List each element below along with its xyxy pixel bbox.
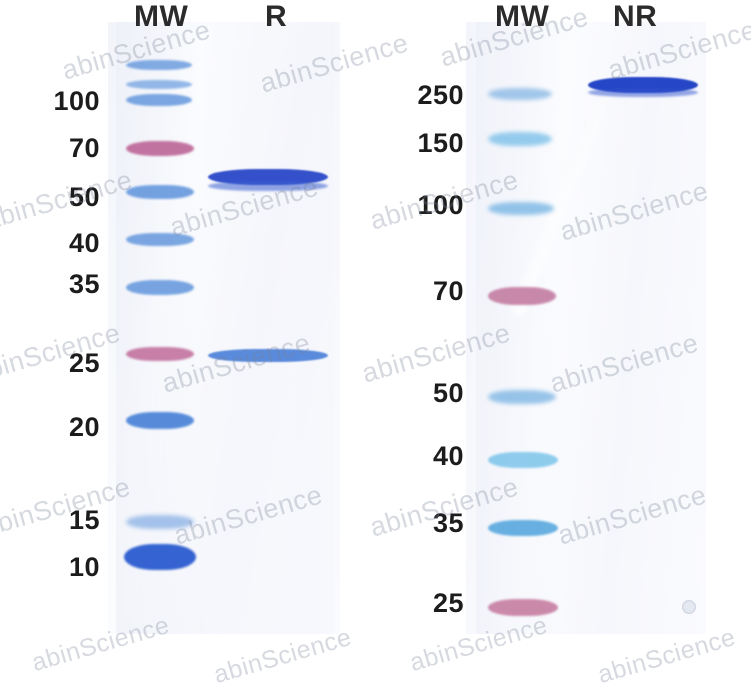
sample-band-heavy-chain-tail xyxy=(208,181,328,191)
ladder-band xyxy=(126,412,194,429)
ladder-band xyxy=(126,80,192,89)
ladder-lane-shading-right xyxy=(476,22,564,634)
ladder-band xyxy=(488,452,558,468)
ladder-band xyxy=(126,94,192,106)
mw-label-50: 50 xyxy=(68,182,100,212)
ladder-band xyxy=(124,544,196,570)
sample-band-light-chain xyxy=(208,349,328,362)
mw-label-40-right: 40 xyxy=(432,441,464,471)
mw-label-40: 40 xyxy=(68,228,100,258)
ladder-band xyxy=(126,280,194,295)
ladder-band xyxy=(126,60,192,70)
mw-label-35-right: 35 xyxy=(432,508,464,538)
ladder-band xyxy=(126,347,194,361)
mw-label-100-right: 100 xyxy=(417,190,464,220)
ladder-band xyxy=(488,599,558,616)
mw-label-70-right: 70 xyxy=(432,276,464,306)
ladder-lane-shading-left xyxy=(116,22,200,634)
lane-label-mw-right: MW xyxy=(495,0,550,33)
ladder-band xyxy=(488,520,558,536)
ladder-band xyxy=(126,515,194,529)
ladder-band xyxy=(488,88,552,100)
ladder-band xyxy=(488,287,556,305)
lane-label-r: R xyxy=(265,0,288,33)
ladder-band xyxy=(488,202,554,215)
sample-lane-shading-left xyxy=(204,22,334,634)
lane-label-mw-left: MW xyxy=(134,0,189,33)
mw-label-20: 20 xyxy=(68,412,100,442)
ladder-band xyxy=(488,132,552,146)
gel-panel-right xyxy=(466,22,706,634)
mw-label-250: 250 xyxy=(417,80,464,110)
mw-label-35: 35 xyxy=(68,269,100,299)
lane-label-nr: NR xyxy=(613,0,658,33)
gel-bubble-artifact xyxy=(682,600,696,614)
mw-label-150: 150 xyxy=(417,128,464,158)
mw-label-25: 25 xyxy=(68,348,100,378)
gel-panel-left xyxy=(108,22,340,634)
ladder-band xyxy=(488,390,556,404)
mw-label-25-right: 25 xyxy=(432,588,464,618)
ladder-band xyxy=(126,141,194,156)
mw-label-50-right: 50 xyxy=(432,378,464,408)
ladder-band xyxy=(126,233,194,246)
mw-label-15: 15 xyxy=(68,505,100,535)
mw-label-70: 70 xyxy=(68,133,100,163)
mw-label-10: 10 xyxy=(68,552,100,582)
ladder-band xyxy=(126,185,194,199)
sample-band-intact-antibody-tail xyxy=(588,88,698,97)
mw-label-100: 100 xyxy=(53,86,100,116)
